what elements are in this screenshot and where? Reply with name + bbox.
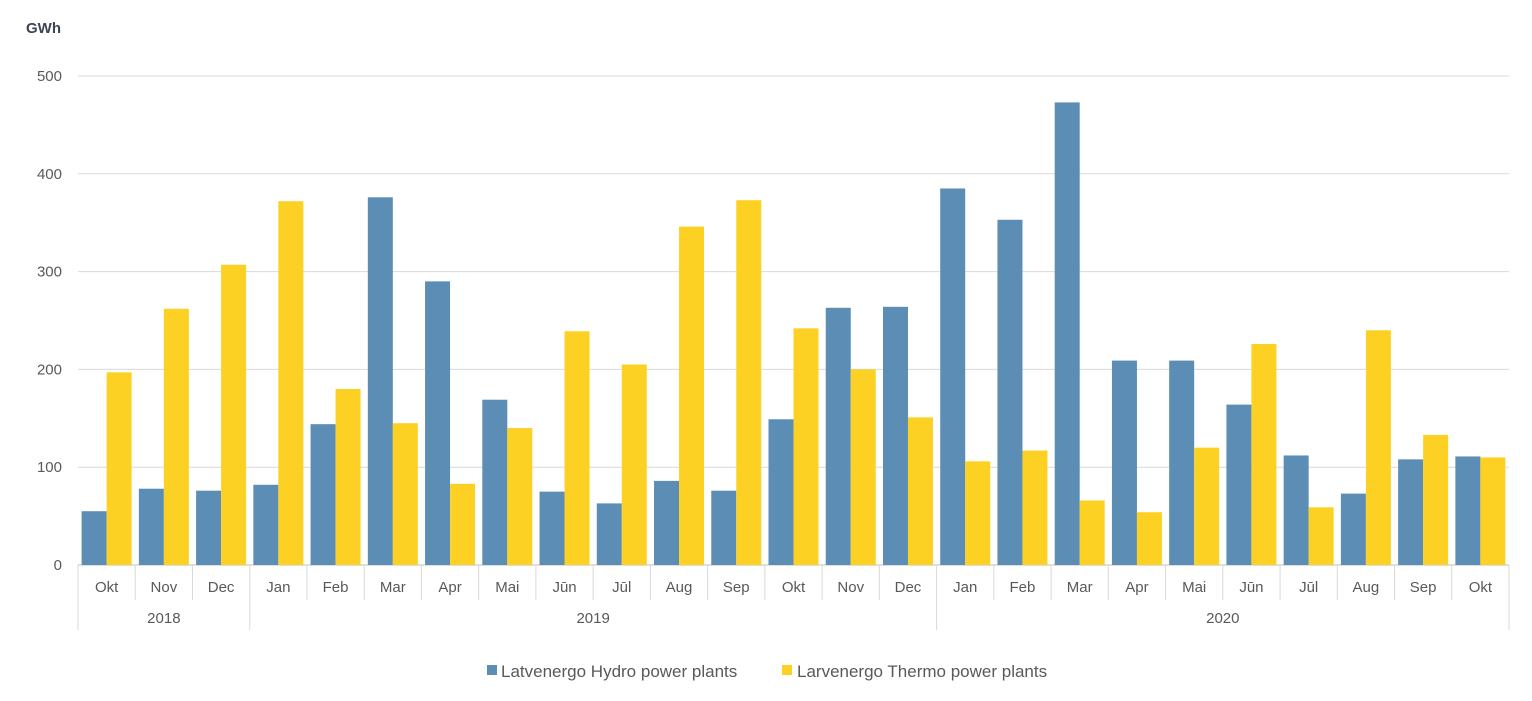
x-tick-label: Apr — [438, 579, 461, 596]
hydro-bar — [596, 503, 622, 565]
hydro-bar — [367, 197, 393, 565]
thermo-bar — [1365, 330, 1391, 565]
thermo-bar — [965, 461, 991, 565]
thermo-bar — [1022, 450, 1048, 565]
x-tick-label: Jan — [953, 579, 977, 596]
thermo-bar — [736, 200, 762, 565]
x-tick-label: Feb — [323, 579, 349, 596]
hydro-bar — [997, 219, 1023, 566]
x-tick-label: Mai — [1182, 579, 1206, 596]
y-axis-label: GWh — [26, 20, 61, 37]
y-tick-label: 0 — [54, 557, 62, 574]
thermo-bar — [163, 308, 189, 565]
legend: Latvenergo Hydro power plants Larvenergo … — [487, 662, 1047, 681]
hydro-bar — [882, 306, 908, 565]
x-tick-label: Mai — [495, 579, 519, 596]
legend-swatch — [487, 665, 497, 675]
hydro-bar — [138, 488, 164, 565]
thermo-bar — [278, 201, 304, 565]
thermo-bar — [507, 428, 533, 565]
y-tick-label: 400 — [37, 166, 62, 183]
year-label: 2019 — [576, 610, 609, 627]
hydro-bar — [825, 307, 851, 565]
hydro-bar — [253, 484, 279, 565]
x-tick-label: Jūl — [612, 579, 631, 596]
x-tick-label: Nov — [151, 579, 178, 596]
y-tick-label: 200 — [37, 361, 62, 378]
x-tick-label: Jūl — [1299, 579, 1318, 596]
thermo-bar — [850, 369, 876, 565]
hydro-bar — [940, 188, 966, 565]
x-tick-label: Aug — [1353, 579, 1380, 596]
hydro-bar — [425, 281, 451, 565]
x-tick-label: Mar — [1067, 579, 1093, 596]
thermo-bar — [1194, 447, 1220, 565]
thermo-bar — [221, 264, 247, 565]
x-tick-label: Jūn — [1239, 579, 1263, 596]
hydro-bar — [711, 490, 737, 565]
thermo-bar — [793, 328, 819, 565]
legend-label: Larvenergo Thermo power plants — [797, 662, 1047, 681]
thermo-bar — [1136, 512, 1162, 565]
x-tick-label: Mar — [380, 579, 406, 596]
hydro-bar — [1111, 360, 1137, 565]
x-tick-label: Dec — [208, 579, 235, 596]
hydro-bar — [196, 490, 222, 565]
x-tick-label: Jan — [266, 579, 290, 596]
x-tick-label: Sep — [723, 579, 750, 596]
x-tick-label: Okt — [95, 579, 119, 596]
hydro-bar — [81, 511, 107, 565]
legend-label: Latvenergo Hydro power plants — [501, 662, 737, 681]
thermo-bar — [679, 226, 705, 565]
bars — [81, 102, 1506, 566]
thermo-bar — [1251, 343, 1277, 565]
hydro-bar — [1169, 360, 1195, 565]
thermo-bar — [907, 417, 933, 565]
y-tick-label: 300 — [37, 264, 62, 281]
year-label: 2018 — [147, 610, 180, 627]
thermo-bar — [1480, 457, 1506, 565]
y-tick-label: 100 — [37, 459, 62, 476]
thermo-bar — [450, 483, 476, 565]
thermo-bar — [392, 423, 418, 565]
x-tick-label: Dec — [895, 579, 922, 596]
thermo-bar — [106, 372, 132, 565]
x-tick-label: Jūn — [552, 579, 576, 596]
hydro-bar — [768, 419, 794, 565]
year-label: 2020 — [1206, 610, 1239, 627]
x-tick-label: Okt — [1469, 579, 1493, 596]
thermo-bar — [621, 364, 647, 565]
x-axis: Okt Nov Dec Jan Feb Mar Apr Mai Jūn Jūl Aug Sep Okt N… — [77, 565, 1510, 630]
hydro-bar — [1283, 455, 1309, 565]
hydro-bar — [539, 491, 565, 565]
hydro-bar — [310, 424, 336, 565]
legend-swatch — [782, 665, 792, 675]
hydro-bar — [1226, 404, 1252, 565]
hydro-bar — [1054, 102, 1080, 565]
thermo-bar — [335, 388, 361, 565]
x-tick-label: Apr — [1125, 579, 1148, 596]
hydro-bar — [654, 480, 680, 565]
y-tick-label: 500 — [37, 68, 62, 85]
x-tick-label: Aug — [666, 579, 693, 596]
hydro-bar — [1455, 456, 1481, 565]
thermo-bar — [1423, 434, 1449, 565]
hydro-bar — [1398, 459, 1424, 565]
x-tick-label: Okt — [782, 579, 806, 596]
hydro-bar — [1340, 493, 1366, 565]
thermo-bar — [1308, 507, 1334, 565]
thermo-bar — [1079, 500, 1105, 565]
hydro-bar — [482, 399, 508, 565]
x-tick-label: Sep — [1410, 579, 1437, 596]
thermo-bar — [564, 331, 590, 565]
x-tick-label: Feb — [1010, 579, 1036, 596]
y-axis-ticks: 0 100 200 300 400 500 — [37, 68, 62, 574]
x-tick-label: Nov — [837, 579, 864, 596]
